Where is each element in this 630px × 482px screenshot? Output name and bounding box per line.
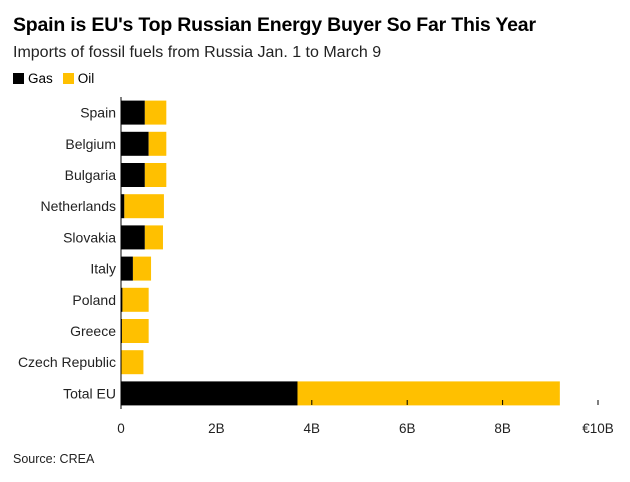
- bar-oil-greece: [121, 319, 149, 343]
- x-tick-label: 8B: [494, 421, 511, 436]
- legend-item-gas: Gas: [13, 71, 53, 86]
- x-tick-label: 6B: [399, 421, 416, 436]
- legend-swatch-oil: [62, 73, 74, 84]
- category-label-greece: Greece: [70, 323, 116, 339]
- bar-oil-czech-republic: [121, 350, 144, 375]
- bar-gas-poland: [121, 287, 123, 312]
- bar-gas-belgium: [121, 131, 149, 156]
- bar-oil-netherlands: [124, 194, 164, 219]
- source-note: Source: CREA: [13, 452, 95, 466]
- category-label-total-eu: Total EU: [63, 385, 116, 401]
- chart-subtitle: Imports of fossil fuels from Russia Jan.…: [13, 44, 382, 61]
- bar-gas-bulgaria: [121, 163, 145, 187]
- category-label-netherlands: Netherlands: [41, 198, 117, 214]
- bar-gas-slovakia: [121, 225, 145, 250]
- bar-oil-belgium: [148, 131, 167, 156]
- bar-oil-slovakia: [144, 225, 163, 250]
- bar-oil-italy: [132, 256, 152, 281]
- bar-oil-total-eu: [297, 381, 560, 406]
- legend-swatch-gas: [13, 73, 24, 84]
- bar-gas-spain: [121, 100, 145, 125]
- legend-label-gas: Gas: [28, 71, 53, 86]
- legend: Gas Oil: [13, 71, 104, 86]
- x-tick-label: 2B: [208, 421, 225, 436]
- bar-gas-italy: [121, 256, 133, 281]
- bar-oil-poland: [122, 287, 149, 312]
- x-tick-label: 0: [117, 421, 125, 436]
- legend-item-oil: Oil: [62, 71, 95, 86]
- bar-oil-bulgaria: [144, 163, 167, 187]
- category-label-poland: Poland: [72, 292, 116, 308]
- category-label-italy: Italy: [90, 261, 116, 277]
- chart-title: Spain is EU's Top Russian Energy Buyer S…: [13, 14, 536, 36]
- x-tick-label: €10B: [582, 421, 614, 436]
- category-label-czech-republic: Czech Republic: [18, 354, 116, 370]
- bar-gas-total-eu: [121, 381, 298, 406]
- category-label-spain: Spain: [80, 105, 116, 121]
- bar-gas-netherlands: [121, 194, 125, 219]
- bar-oil-spain: [144, 100, 167, 125]
- category-label-belgium: Belgium: [65, 136, 116, 152]
- legend-label-oil: Oil: [77, 71, 95, 86]
- category-label-bulgaria: Bulgaria: [65, 167, 117, 183]
- x-tick-label: 4B: [304, 421, 321, 436]
- category-label-slovakia: Slovakia: [63, 229, 116, 245]
